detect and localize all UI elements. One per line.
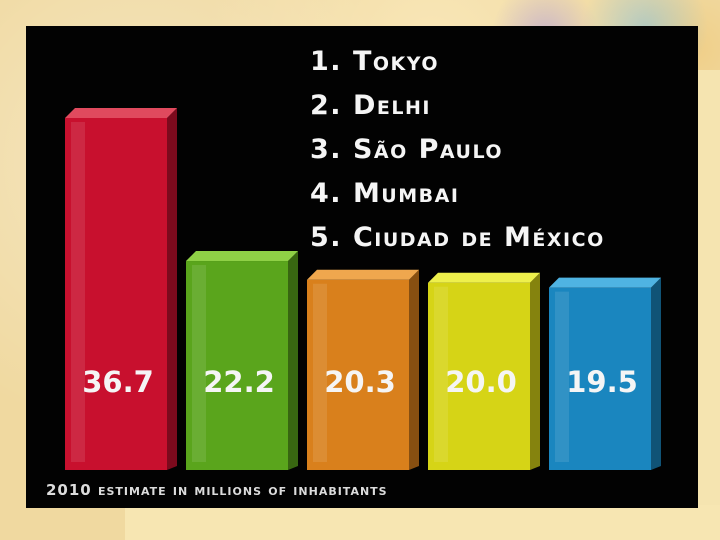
bar-top-3 (307, 269, 419, 280)
bar-top-5 (549, 277, 661, 288)
legend-item-2: 2. Delhi (310, 90, 431, 121)
bar-value-label-5: 19.5 (566, 365, 638, 399)
legend-item-4: 4. Mumbai (310, 178, 460, 209)
bar-highlight-1 (71, 122, 85, 462)
bar-value-label-4: 20.0 (445, 365, 517, 399)
bar-3 (307, 279, 409, 470)
bar-highlight-5 (555, 291, 569, 462)
bar-highlight-2 (192, 265, 206, 462)
bar-value-label-1: 36.7 (82, 365, 154, 399)
bar-5 (549, 287, 651, 470)
chart-footnote: 2010 estimate in millions of inhabitants (46, 481, 388, 499)
bar-4 (428, 282, 530, 470)
bar-1 (65, 118, 167, 470)
bar-highlight-4 (434, 286, 448, 462)
bar-side-3 (409, 269, 419, 470)
background-strip-right (698, 70, 720, 510)
bar-value-label-3: 20.3 (324, 365, 396, 399)
bar-side-4 (530, 272, 540, 470)
bar-top-1 (65, 108, 177, 118)
bar-side-5 (651, 277, 661, 470)
bar-side-2 (288, 251, 298, 470)
background-strip-bottom (125, 505, 720, 540)
bar-side-1 (167, 108, 177, 470)
legend-item-3: 3. São Paulo (310, 134, 504, 165)
bar-top-4 (428, 272, 540, 283)
bar-top-2 (186, 251, 298, 262)
legend-item-1: 1. Tokyo (310, 46, 439, 77)
bar-highlight-3 (313, 283, 327, 462)
legend-item-5: 5. Ciudad de México (310, 222, 605, 253)
bar-value-label-2: 22.2 (203, 365, 275, 399)
bar-2 (186, 261, 288, 470)
city-ranking-legend: 1. Tokyo 2. Delhi 3. São Paulo 4. Mumbai… (310, 40, 605, 260)
